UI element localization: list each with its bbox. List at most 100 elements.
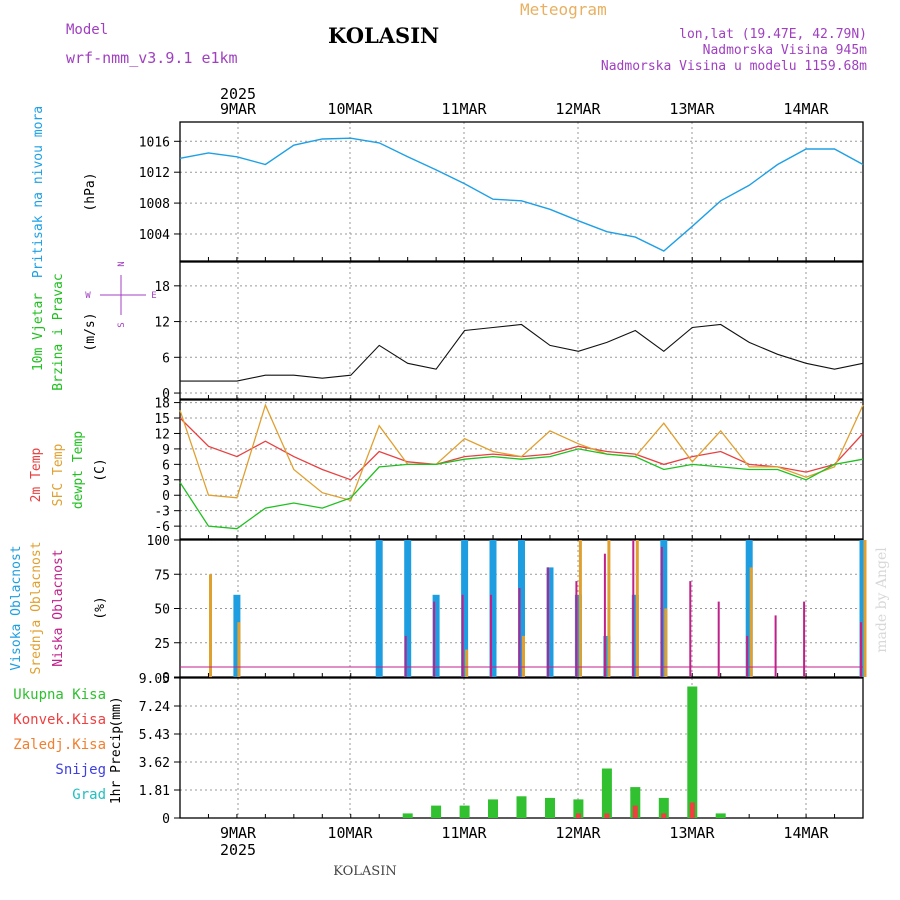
total-precip-bar xyxy=(687,686,698,818)
y-tick-label: 9 xyxy=(162,443,170,458)
y-tick-label: 50 xyxy=(154,603,170,618)
panel-frame xyxy=(179,261,864,400)
high-cloud-bar xyxy=(631,594,639,677)
cloud-unit: (%) xyxy=(93,596,108,619)
precipitation-panel: 0 1.81 3.62 5.43 7.24 9.05 xyxy=(139,672,864,827)
temp-ylabel: 2m Temp xyxy=(29,447,44,502)
precip-legend-hail: Grad xyxy=(72,787,106,803)
wind-labels: 10m Vjetar Brzina i Pravac (m/s) N E W S xyxy=(31,261,157,390)
low-cloud-bar xyxy=(774,615,777,677)
mid-cloud-bar xyxy=(749,567,753,677)
precip-legend-snow: Snijeg xyxy=(55,762,106,778)
y-tick-label: 18 xyxy=(154,397,170,412)
bottom-day-label: 12MAR xyxy=(555,824,601,842)
low-cloud-bar xyxy=(547,567,549,677)
compass-south: S xyxy=(117,322,127,327)
top-year-label: 2025 xyxy=(220,85,256,103)
y-tick-label: 0 xyxy=(162,812,170,827)
compass-north: N xyxy=(117,261,127,266)
dewpoint-line xyxy=(179,448,864,530)
y-tick-label: 15 xyxy=(154,412,170,427)
cloud-labels: Visoka Oblacnost Srednja Oblacnost Niska… xyxy=(9,541,108,674)
y-tick-label: 1.81 xyxy=(139,784,170,799)
top-day-label: 10MAR xyxy=(327,100,373,118)
y-tick-label: 6 xyxy=(162,458,170,473)
high-cloud-bar xyxy=(859,540,867,677)
high-cloud-bar xyxy=(518,540,525,677)
pressure-labels: Pritisak na nivou mora (hPa) xyxy=(31,106,98,278)
y-tick-label: 18 xyxy=(154,280,170,295)
mid-cloud-bar xyxy=(578,540,582,677)
y-tick-label: 0 xyxy=(162,387,170,402)
top-day-label: 11MAR xyxy=(441,100,487,118)
cloud-ylabel3: Niska Oblacnost xyxy=(51,549,66,666)
bottom-day-label: 10MAR xyxy=(327,824,373,842)
bottom-day-label: 14MAR xyxy=(783,824,829,842)
wind-ylabel2: Brzina i Pravac xyxy=(51,273,66,390)
conv-precip-bar xyxy=(661,813,667,818)
y-tick-label: 75 xyxy=(154,568,170,583)
coords-text: lon,lat (19.47E, 42.79N) xyxy=(679,27,867,42)
y-tick-label: 7.24 xyxy=(139,700,170,715)
low-cloud-bar xyxy=(518,588,521,677)
bottom-year-label: 2025 xyxy=(220,841,256,859)
y-tick-label: 0 xyxy=(162,489,170,504)
low-cloud-bar xyxy=(632,540,635,677)
conv-precip-bar xyxy=(632,805,638,818)
mid-cloud-bar xyxy=(522,635,525,677)
wind-panel: 0 6 12 18 xyxy=(154,261,864,402)
bottom-day-label: 13MAR xyxy=(669,824,715,842)
mid-cloud-bar xyxy=(607,540,611,677)
low-cloud-bar xyxy=(461,594,464,677)
precip-legend-frz: Zaledj.Kisa xyxy=(13,737,106,753)
high-cloud-bar xyxy=(489,540,497,677)
panel-frame xyxy=(179,399,864,540)
cloud-ylabel: Visoka Oblacnost xyxy=(9,545,24,670)
high-cloud-bar xyxy=(461,540,469,677)
total-precip-bar xyxy=(431,805,442,818)
y-tick-label: -6 xyxy=(154,520,170,535)
low-cloud-bar xyxy=(433,601,436,677)
sfc-temp-line xyxy=(179,403,864,502)
precip-legend-total: Ukupna Kisa xyxy=(13,687,106,703)
y-tick-label: 100 xyxy=(147,534,170,549)
compass-rose: N E W S xyxy=(85,261,156,327)
low-cloud-bar xyxy=(575,581,578,677)
panel-frame xyxy=(179,121,864,262)
total-precip-bar xyxy=(573,799,584,818)
bottom-day-label: 9MAR xyxy=(220,824,257,842)
page-title: Meteogram xyxy=(520,0,607,19)
high-cloud-bar xyxy=(375,540,383,677)
mid-cloud-bar xyxy=(664,608,668,677)
temp-unit: (C) xyxy=(93,458,108,481)
y-tick-label: 6 xyxy=(162,351,170,366)
total-precip-bar xyxy=(488,799,498,818)
wind-speed-line xyxy=(180,323,864,382)
y-tick-label: 1016 xyxy=(139,135,170,150)
high-cloud-bar xyxy=(546,567,554,677)
total-precip-bar xyxy=(516,796,527,818)
mid-cloud-bar xyxy=(209,574,212,678)
model-label: Model xyxy=(66,22,108,38)
low-cloud-bar xyxy=(660,546,663,677)
top-day-label: 9MAR xyxy=(220,100,257,118)
elevation-text: Nadmorska Visina 945m xyxy=(703,43,868,58)
wind-unit: (m/s) xyxy=(83,312,98,351)
high-cloud-bar xyxy=(404,540,412,677)
station-title: KOLASIN xyxy=(328,23,439,48)
total-precip-bar xyxy=(545,797,555,818)
conv-precip-bar xyxy=(604,813,610,818)
top-day-label: 14MAR xyxy=(783,100,829,118)
low-cloud-bar xyxy=(490,594,492,677)
y-tick-label: 9.05 xyxy=(139,672,170,687)
high-cloud-bar xyxy=(745,540,753,677)
y-tick-label: 0 xyxy=(162,671,170,686)
y-tick-label: 3.62 xyxy=(139,756,170,771)
high-cloud-bar xyxy=(432,594,440,677)
low-cloud-bar xyxy=(860,622,862,677)
top-day-labels: 9MAR 10MAR 11MAR 12MAR 13MAR 14MAR xyxy=(220,100,830,118)
temp-ylabel3: dewpt Temp xyxy=(71,431,86,509)
credit-text: made by Angel xyxy=(874,547,890,653)
